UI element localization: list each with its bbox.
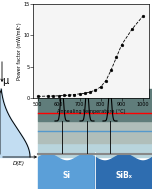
Text: D(E): D(E) [13,161,25,166]
Text: SiBₓ: SiBₓ [115,170,132,180]
X-axis label: Annealing temperature (°C): Annealing temperature (°C) [57,109,125,114]
Text: Si: Si [62,170,71,180]
Bar [38,121,152,143]
Y-axis label: Power factor (mW/mK²): Power factor (mW/mK²) [17,22,22,80]
Text: μ: μ [2,76,8,86]
Bar [38,143,152,157]
Bar [38,89,152,121]
